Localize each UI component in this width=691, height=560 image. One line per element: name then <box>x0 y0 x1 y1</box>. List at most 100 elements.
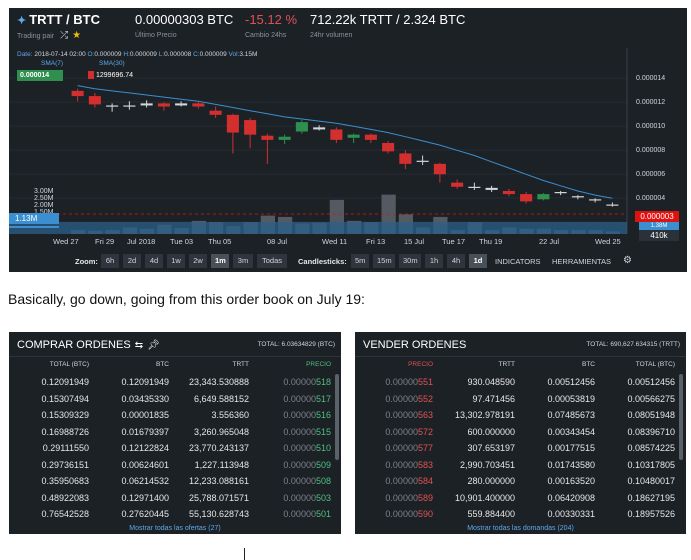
order-row[interactable]: 0.00000563 13,302.978191 0.07485673 0.08051… <box>355 407 686 423</box>
candle-body[interactable] <box>71 90 84 97</box>
candle-body[interactable] <box>192 103 205 107</box>
price-prefix: 0.00000 <box>283 476 316 486</box>
order-row[interactable]: 0.00000590 559.884400 0.00330331 0.18957526 <box>355 506 686 522</box>
candle-body[interactable] <box>364 134 377 140</box>
candle-body[interactable] <box>123 105 136 107</box>
candle-body[interactable] <box>209 110 222 115</box>
column-header[interactable]: BTC <box>156 361 169 368</box>
candle-body[interactable] <box>451 182 464 187</box>
ohlc-o-label: O: <box>87 51 95 58</box>
candle-body[interactable] <box>554 192 567 194</box>
cell-price: 0.00000518 <box>259 377 331 387</box>
order-row[interactable]: 0.29736151 0.00624601 1,227.113948 0.000005… <box>9 457 341 473</box>
candle-body[interactable] <box>399 153 412 164</box>
candle-body[interactable] <box>502 190 515 195</box>
order-row[interactable]: 0.00000584 280.000000 0.00163520 0.10480017 <box>355 473 686 489</box>
candle-body[interactable] <box>88 96 101 105</box>
column-header[interactable]: PRECIO <box>408 361 433 368</box>
candle-body[interactable] <box>571 196 584 198</box>
tools-button[interactable]: HERRAMIENTAS <box>552 257 612 266</box>
zoom-all[interactable]: Todas <box>257 254 287 268</box>
order-row[interactable]: 0.35950683 0.06214532 12,233.088161 0.00000… <box>9 473 341 489</box>
x-tick: Fri 13 <box>366 237 386 246</box>
candle-4h[interactable]: 4h <box>447 254 465 268</box>
zoom-4d[interactable]: 4d <box>145 254 163 268</box>
order-row[interactable]: 0.00000552 97.471456 0.00053819 0.00566275 <box>355 391 686 407</box>
zoom-1w[interactable]: 1w <box>167 254 185 268</box>
order-row[interactable]: 0.48922083 0.12971400 25,788.071571 0.00000… <box>9 490 341 506</box>
column-header[interactable]: PRECIO <box>306 361 331 368</box>
y-tick: 0.000012 <box>636 99 666 106</box>
candle-body[interactable] <box>106 105 119 107</box>
column-header[interactable]: TRTT <box>232 361 250 368</box>
candle-body[interactable] <box>468 186 481 188</box>
candle-body[interactable] <box>606 204 619 206</box>
candle-body[interactable] <box>416 160 429 162</box>
cell-trtt: 97.471456 <box>472 393 515 404</box>
candle-body[interactable] <box>313 127 326 130</box>
change-24h: -15.12 % <box>245 12 298 27</box>
candle-5m[interactable]: 5m <box>351 254 369 268</box>
order-row[interactable]: 0.29111550 0.12122824 23,770.243137 0.00000… <box>9 440 341 456</box>
price-suffix: 510 <box>315 443 331 453</box>
candle-body[interactable] <box>244 120 257 135</box>
cell-trtt: 10,901.400000 <box>454 492 515 503</box>
order-row[interactable]: 0.16988726 0.01679397 3,260.965048 0.000005… <box>9 424 341 440</box>
zoom-6h[interactable]: 6h <box>101 254 119 268</box>
candlestick-chart[interactable] <box>9 48 687 238</box>
caption-text: Basically, go down, going from this orde… <box>8 291 365 307</box>
pin-icon[interactable]: 📌︎ <box>147 340 160 351</box>
price-suffix: 563 <box>417 410 433 420</box>
candle-body[interactable] <box>261 135 274 140</box>
show-all-offers-link[interactable]: Mostrar todas las ofertas (27) <box>129 525 221 532</box>
candle-body[interactable] <box>537 194 550 200</box>
trading-pair[interactable]: ✦ TRTT / BTC <box>17 12 100 27</box>
swap-icon[interactable]: ⤮ <box>60 30 69 41</box>
candle-body[interactable] <box>140 103 153 106</box>
price-prefix: 0.00000 <box>385 476 418 486</box>
candle-body[interactable] <box>347 134 360 138</box>
candle-body[interactable] <box>485 187 498 190</box>
candle-body[interactable] <box>382 143 395 152</box>
order-row[interactable]: 0.15309329 0.00001835 3.556360 0.00000516 <box>9 407 341 423</box>
candle-body[interactable] <box>175 103 188 106</box>
order-row[interactable]: 0.15307494 0.03435330 6,649.588152 0.000005… <box>9 391 341 407</box>
candle-body[interactable] <box>433 163 446 175</box>
candle-1d[interactable]: 1d <box>469 254 487 268</box>
order-row[interactable]: 0.00000577 307.653197 0.00177515 0.08574225 <box>355 440 686 456</box>
candle-body[interactable] <box>589 199 602 201</box>
swap-icon[interactable]: ⇆ <box>134 340 144 351</box>
x-tick: Thu 19 <box>479 237 503 246</box>
order-row[interactable]: 0.00000589 10,901.400000 0.06420908 0.18627… <box>355 490 686 506</box>
column-header[interactable]: TOTAL (BTC) <box>49 361 89 368</box>
candle-1h[interactable]: 1h <box>425 254 443 268</box>
order-row[interactable]: 0.76542528 0.27620445 55,130.628743 0.00000… <box>9 506 341 522</box>
zoom-3m[interactable]: 3m <box>233 254 253 268</box>
order-row[interactable]: 0.00000572 600.000000 0.00343454 0.08396710 <box>355 424 686 440</box>
volume-tick: 3.00M <box>34 188 54 195</box>
scrollbar[interactable] <box>679 374 683 460</box>
indicators-button[interactable]: INDICATORS <box>495 257 541 266</box>
gear-icon[interactable]: ⚙ <box>623 255 632 266</box>
candle-30m[interactable]: 30m <box>399 254 421 268</box>
order-row[interactable]: 0.12091949 0.12091949 23,343.530888 0.00000… <box>9 374 341 390</box>
zoom-2w[interactable]: 2w <box>189 254 207 268</box>
order-row[interactable]: 0.00000551 930.048590 0.00512456 0.00512456 <box>355 374 686 390</box>
cell-btc: 0.00624601 <box>121 459 169 470</box>
star-icon[interactable]: ★ <box>72 30 82 41</box>
column-header[interactable]: TRTT <box>498 361 516 368</box>
order-row[interactable]: 0.00000583 2,990.703451 0.01743580 0.103178… <box>355 457 686 473</box>
candle-15m[interactable]: 15m <box>373 254 395 268</box>
column-header[interactable]: TOTAL (BTC) <box>635 361 675 368</box>
show-all-demands-link[interactable]: Mostrar todas las domandas (204) <box>467 525 574 532</box>
candle-body[interactable] <box>520 194 533 202</box>
scrollbar[interactable] <box>335 374 339 460</box>
column-header[interactable]: BTC <box>582 361 595 368</box>
candle-body[interactable] <box>330 129 343 140</box>
zoom-1m[interactable]: 1m <box>211 254 229 268</box>
candle-body[interactable] <box>226 114 239 133</box>
zoom-2d[interactable]: 2d <box>123 254 141 268</box>
candle-body[interactable] <box>157 103 170 107</box>
candle-body[interactable] <box>278 136 291 140</box>
candle-body[interactable] <box>295 122 308 132</box>
